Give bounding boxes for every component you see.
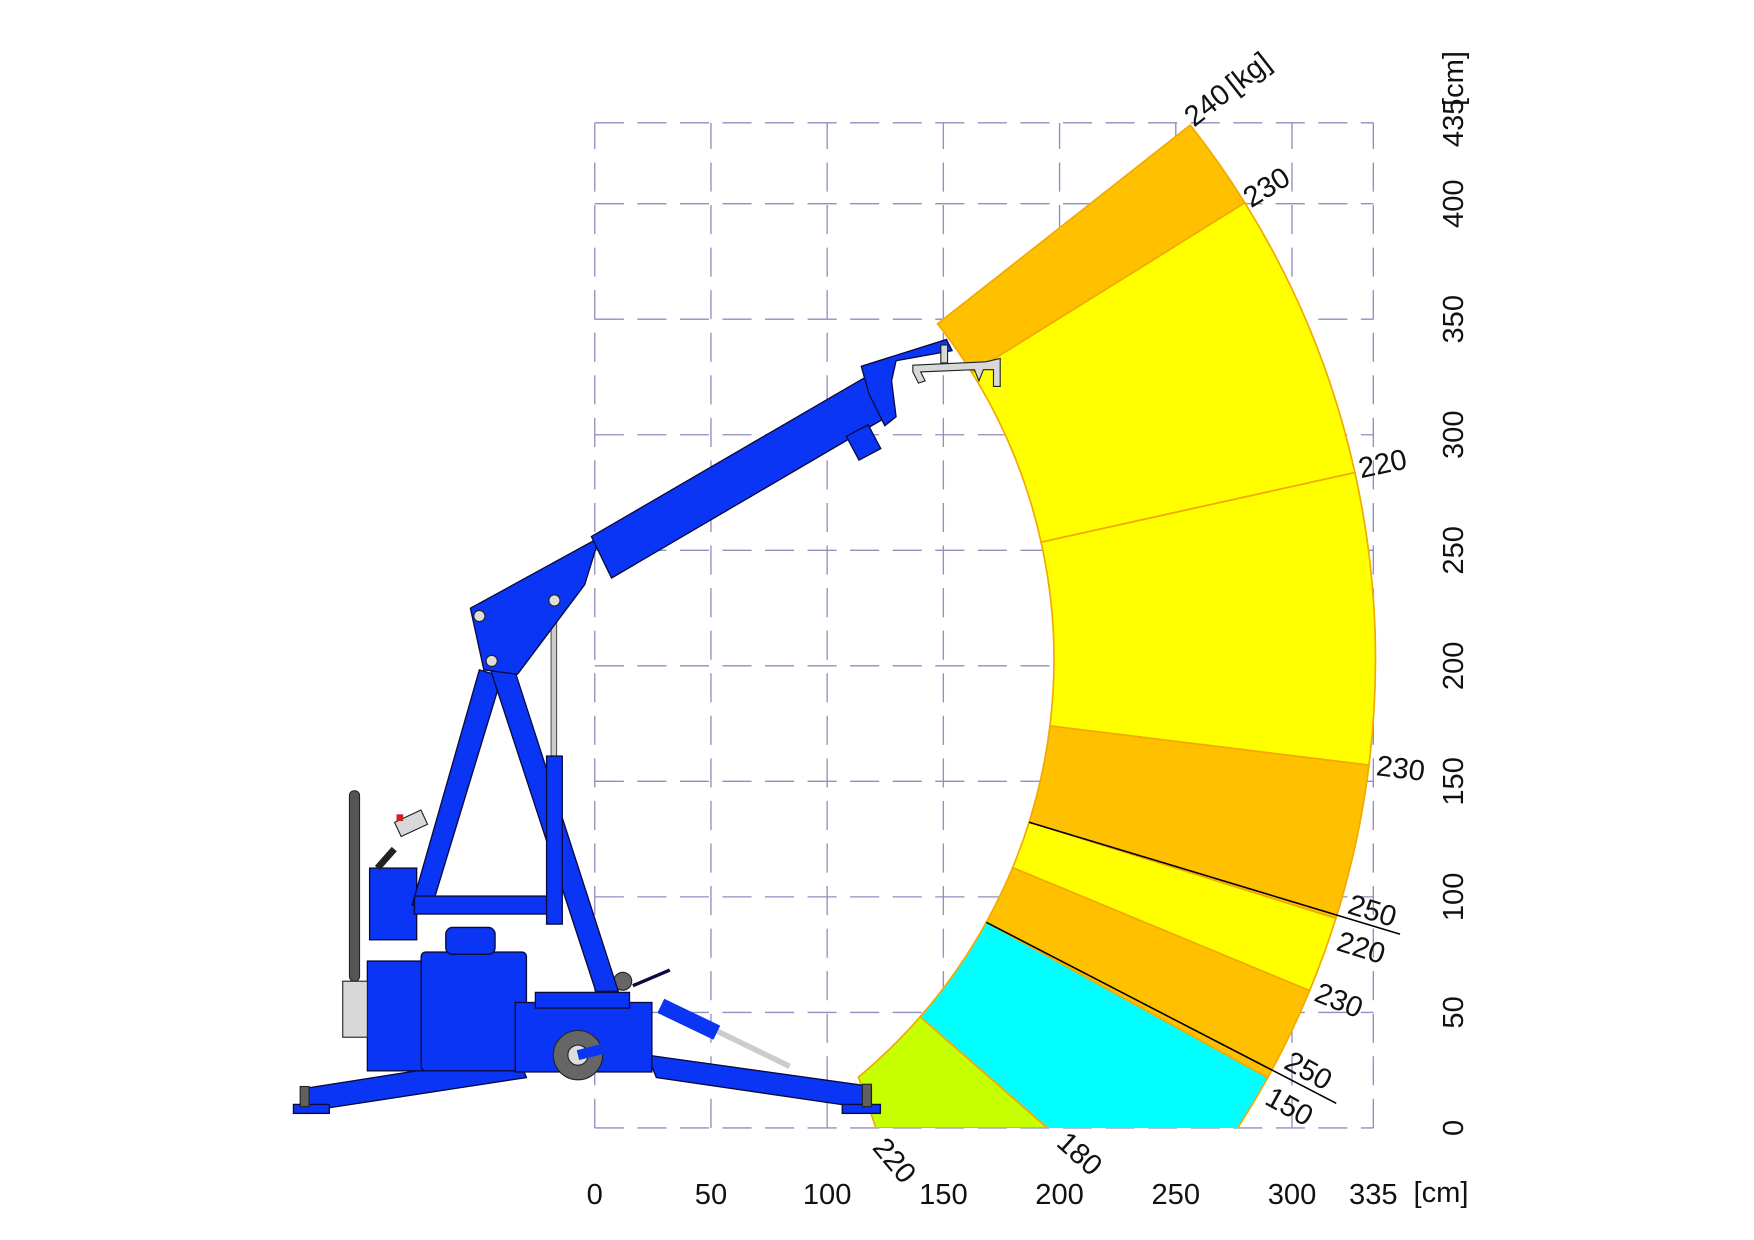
boom-pivot <box>473 609 486 623</box>
mast-base-plate <box>534 991 631 1009</box>
left-foot <box>292 1103 330 1115</box>
load-unit: [kg] <box>1220 46 1277 100</box>
lift-cylinder <box>545 755 563 925</box>
load-value-label: 220 <box>1356 444 1410 485</box>
y-tick-label: 435 <box>1438 99 1470 148</box>
y-tick-label: 350 <box>1438 295 1470 344</box>
right-outrigger-cylinder <box>657 998 721 1040</box>
y-tick-label: 400 <box>1438 179 1470 228</box>
load-value: 220 <box>866 1132 922 1190</box>
y-axis-unit: [cm] <box>1438 51 1470 106</box>
mast-pivot <box>485 654 498 668</box>
y-tick-label: 50 <box>1438 996 1470 1028</box>
load-value: 230 <box>1310 977 1367 1025</box>
left-foot-pad <box>299 1085 310 1108</box>
motor-housing <box>420 951 528 1072</box>
remote-control[interactable] <box>393 809 429 838</box>
motor-cap <box>445 926 496 956</box>
x-tick-label: 150 <box>919 1179 968 1211</box>
y-tick-label: 0 <box>1438 1120 1470 1136</box>
emergency-stop-button[interactable] <box>396 814 404 822</box>
y-tick-label: 150 <box>1438 757 1470 806</box>
load-zones <box>857 123 1377 1128</box>
load-value-label: 240[kg] <box>1179 46 1277 133</box>
axis-labels: 0 50 100 150 200 250 300 335 [cm] 0 50 100 150 200 250… <box>587 51 1470 1211</box>
boom-tip-box <box>845 423 882 462</box>
x-tick-label: 335 <box>1349 1179 1398 1211</box>
x-tick-label: 250 <box>1151 1179 1200 1211</box>
y-tick-label: 100 <box>1438 873 1470 922</box>
load-value-label: 230 <box>1375 750 1427 788</box>
mast-crossbar <box>413 895 552 915</box>
wheel-arm <box>576 1041 616 1061</box>
load-value-label: 230 <box>1310 977 1367 1025</box>
y-tick-label: 250 <box>1438 526 1470 575</box>
mast-left-leg <box>411 669 503 906</box>
right-outrigger <box>646 1054 873 1110</box>
load-boundary-line <box>1028 821 1401 935</box>
push-handle[interactable] <box>348 790 361 982</box>
boom-root <box>469 536 601 676</box>
load-value: 220 <box>1333 926 1389 971</box>
load-boundary-line <box>985 921 1337 1104</box>
x-tick-label: 0 <box>587 1179 603 1211</box>
control-box <box>368 867 418 941</box>
load-value-label: 220 <box>1333 926 1389 971</box>
control-lever[interactable] <box>374 846 397 871</box>
cylinder-pivot <box>548 594 561 607</box>
x-tick-label: 300 <box>1268 1179 1317 1211</box>
gripper-hook <box>912 357 1001 388</box>
load-value-label: 220 <box>866 1132 922 1190</box>
y-tick-label: 300 <box>1438 410 1470 459</box>
load-value: 180 <box>1050 1126 1108 1182</box>
crane-illustration <box>292 338 1001 1115</box>
gripper-mount <box>940 344 949 364</box>
battery-box <box>366 960 425 1072</box>
load-value: 230 <box>1375 750 1427 788</box>
boom <box>590 375 888 579</box>
boom-head <box>860 338 954 427</box>
right-outrigger-rod <box>710 1025 791 1069</box>
right-foot-pad <box>861 1083 872 1108</box>
x-tick-label: 100 <box>803 1179 852 1211</box>
x-tick-label: 50 <box>695 1179 727 1211</box>
load-value: 250 <box>1344 889 1400 934</box>
zone-boundary-lines <box>985 821 1401 1104</box>
handle-bracket <box>342 980 368 1038</box>
y-tick-label: 200 <box>1438 642 1470 691</box>
load-value-label: 180 <box>1050 1126 1108 1182</box>
load-zone <box>918 921 1269 1128</box>
x-tick-label: 200 <box>1035 1179 1084 1211</box>
load-zone <box>857 1015 1049 1128</box>
load-value: 220 <box>1356 444 1410 485</box>
right-foot <box>841 1103 882 1115</box>
x-axis-unit: [cm] <box>1414 1177 1469 1209</box>
pump-lever <box>632 968 671 988</box>
load-value-label: 250 <box>1344 889 1400 934</box>
